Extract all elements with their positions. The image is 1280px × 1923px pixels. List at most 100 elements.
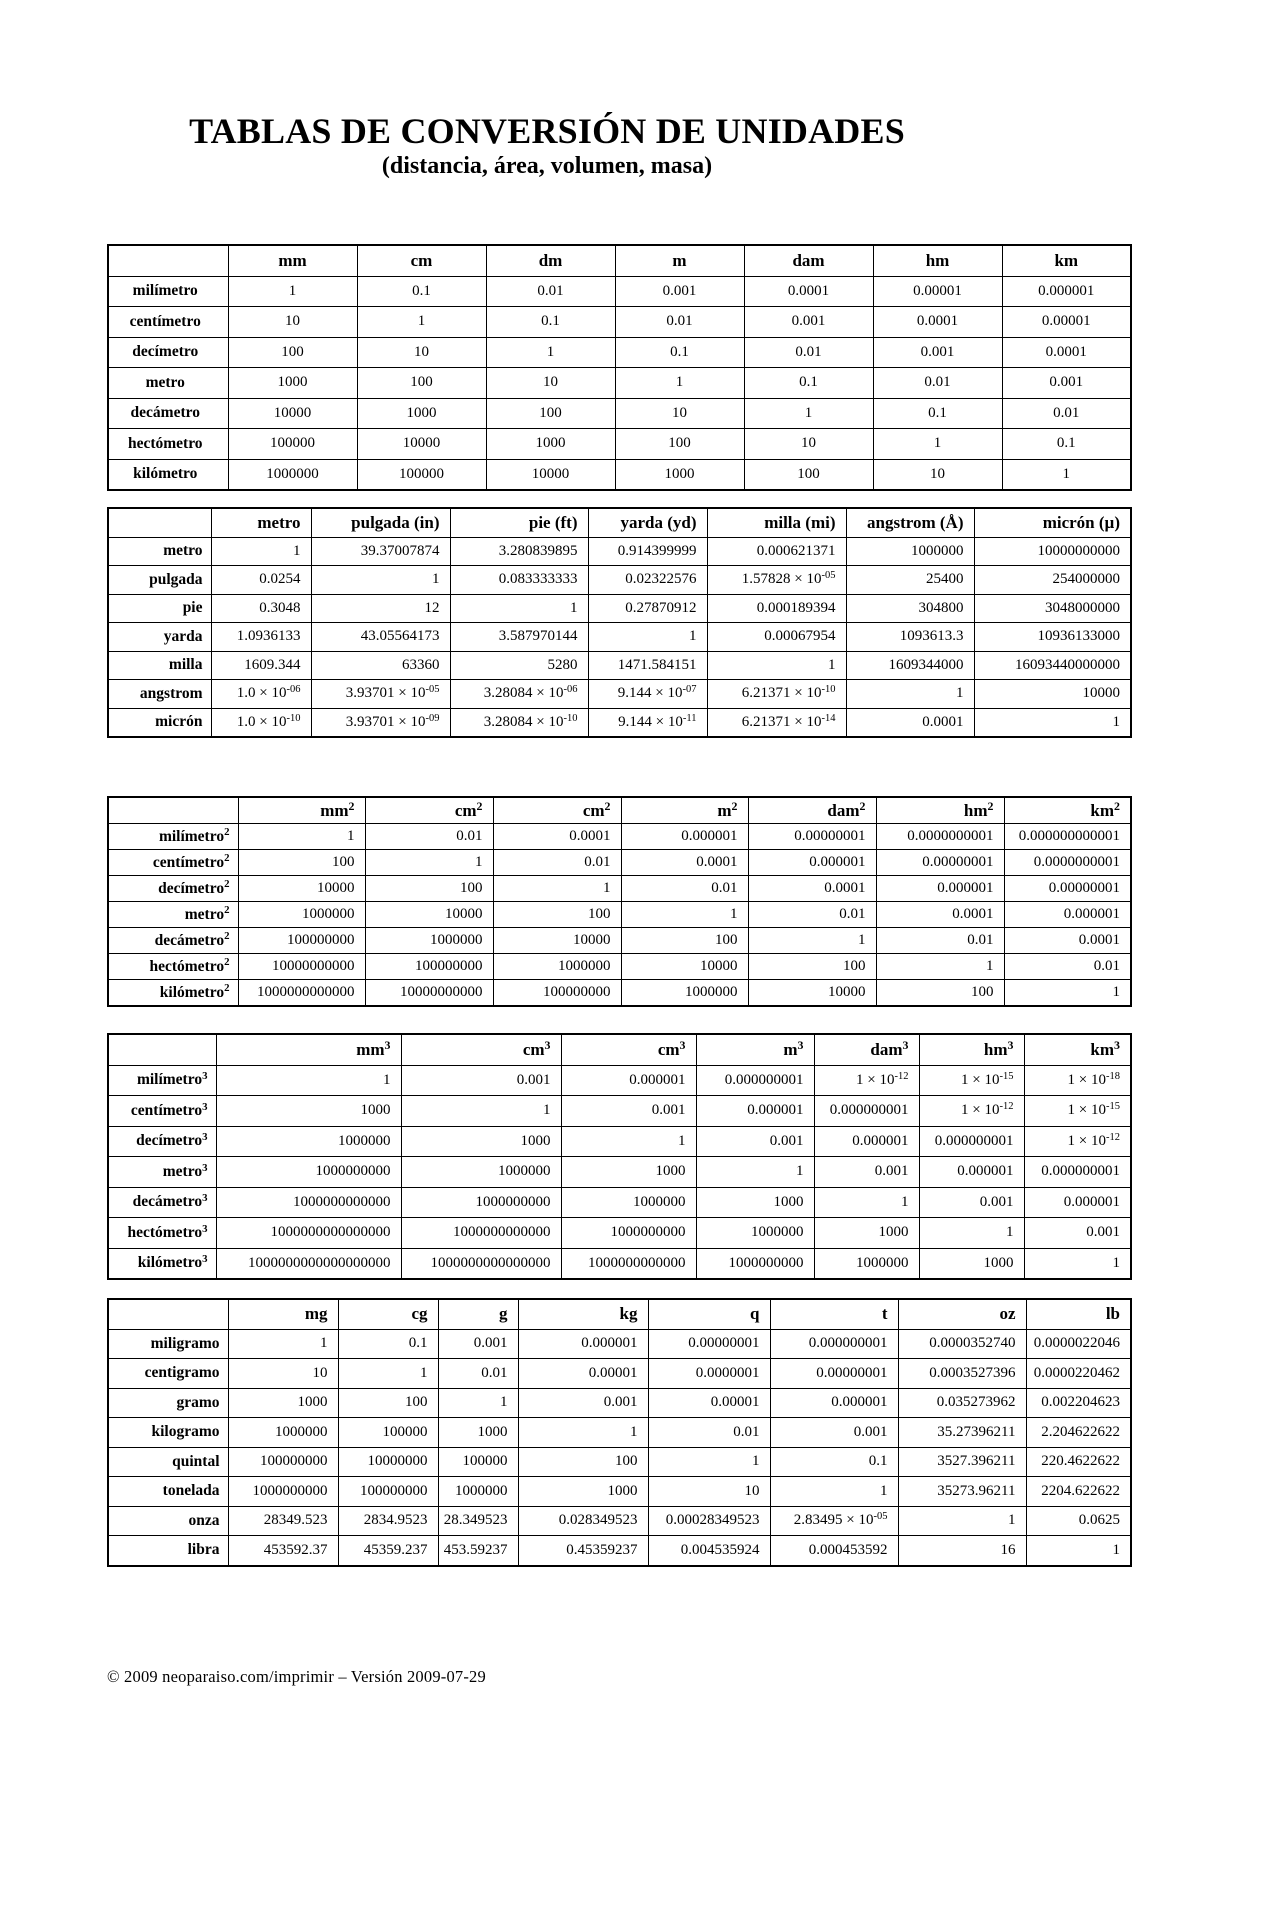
cell: 0.000000001 xyxy=(1023,1156,1132,1188)
cell: 1093613.3 xyxy=(845,622,975,652)
cell: 0.1 xyxy=(337,1328,439,1360)
cell: 0.000621371 xyxy=(706,536,847,567)
column-header: g xyxy=(437,1298,519,1330)
row-label: decámetro xyxy=(107,397,229,430)
row-label: milla xyxy=(107,650,212,681)
cell: 0.00000001 xyxy=(875,849,1005,877)
cell: 1000000000000 xyxy=(560,1247,697,1280)
cell: 0.0001 xyxy=(845,707,975,738)
cell: 1000000000 xyxy=(560,1217,697,1249)
cell: 1 xyxy=(743,397,874,430)
cell: 0.000000000001 xyxy=(1003,823,1132,851)
table-row: milla 1609.344 63360 5280 1471.584151 1 160934… xyxy=(107,650,1132,681)
cell: 10 xyxy=(743,428,874,460)
cell: 0.004535924 xyxy=(647,1535,771,1567)
table-row: milímetro3 1 0.001 0.000001 0.000000001 1 × 1… xyxy=(107,1064,1132,1097)
cell: 0.0000000001 xyxy=(875,823,1005,851)
row-label: gramo xyxy=(107,1387,229,1419)
cell: 0.001 xyxy=(1023,1217,1132,1249)
cell: 1 × 10-15 xyxy=(1023,1095,1132,1127)
cell: 0.001 xyxy=(769,1417,899,1448)
column-header: mg xyxy=(227,1298,339,1330)
cell: 0.0001 xyxy=(492,823,622,851)
cell: 1 xyxy=(237,823,366,851)
cell: 0.001 xyxy=(400,1064,562,1097)
cell: 1000000000 xyxy=(215,1156,402,1188)
corner-cell xyxy=(107,244,229,277)
cell: 0.000001 xyxy=(875,875,1005,903)
cell: 0.01 xyxy=(364,823,494,851)
cell: 1000 xyxy=(227,1387,339,1419)
row-label: onza xyxy=(107,1505,229,1537)
distancia-imperial-table: metro pulgada (in) pie (ft) yarda (yd) milla… xyxy=(107,507,1132,739)
cell: 1471.584151 xyxy=(587,650,708,681)
cell: 1 × 10-18 xyxy=(1023,1064,1132,1097)
cell: 10000 xyxy=(747,979,877,1007)
table-row: onza 28349.523 2834.9523 28.349523 0.0283495… xyxy=(107,1505,1132,1537)
column-header: hm3 xyxy=(918,1033,1025,1066)
table-row: angstrom 1.0 × 10-06 3.93701 × 10-05 3.2808… xyxy=(107,679,1132,709)
cell: 0.0000000001 xyxy=(1003,849,1132,877)
cell: 3.93701 × 10-05 xyxy=(310,679,451,709)
cell: 0.001 xyxy=(743,306,874,338)
cell: 1 × 10-12 xyxy=(918,1095,1025,1127)
header-row: mm cm dm m dam hm km xyxy=(107,244,1132,277)
cell: 0.00000001 xyxy=(747,823,877,851)
cell: 0.00000001 xyxy=(769,1358,899,1389)
cell: 1000000 xyxy=(227,458,358,491)
volumen-table: mm3 cm3 cm3 m3 dam3 hm3 km3 milímetro3 1 0.001 0.0… xyxy=(107,1033,1132,1281)
cell: 0.00067954 xyxy=(706,622,847,652)
page-subtitle: (distancia, área, volumen, masa) xyxy=(381,152,713,179)
cell: 1609344000 xyxy=(845,650,975,681)
cell: 10 xyxy=(356,336,487,369)
cell: 1 xyxy=(614,367,745,399)
table-row: decámetro 10000 1000 100 10 1 0.1 0.01 xyxy=(107,397,1132,430)
row-label: decímetro xyxy=(107,336,229,369)
cell: 0.001 xyxy=(1001,367,1132,399)
cell: 100 xyxy=(237,849,366,877)
cell: 0.01 xyxy=(743,336,874,369)
cell: 0.0001 xyxy=(872,306,1003,338)
cell: 0.27870912 xyxy=(587,593,708,624)
cell: 2204.622622 xyxy=(1025,1476,1132,1507)
table-row: metro 1000 100 10 1 0.1 0.01 0.001 xyxy=(107,367,1132,399)
cell: 0.001 xyxy=(614,275,745,308)
cell: 100 xyxy=(356,367,487,399)
row-label: kilómetro3 xyxy=(107,1247,217,1280)
cell: 0.914399999 xyxy=(587,536,708,567)
cell: 1.0 × 10-10 xyxy=(210,707,312,738)
table-row: milímetro2 1 0.01 0.0001 0.000001 0.00000001 0… xyxy=(107,823,1132,851)
cell: 1000 xyxy=(400,1125,562,1158)
cell: 1000 xyxy=(813,1217,920,1249)
masa-table: mg cg g kg q t oz lb miligramo 1 0.1 0.001 0.000001 0… xyxy=(107,1298,1132,1567)
cell: 0.01 xyxy=(492,849,622,877)
corner-cell xyxy=(107,796,239,825)
row-label: centímetro2 xyxy=(107,849,239,877)
row-label: angstrom xyxy=(107,679,212,709)
cell: 1 xyxy=(517,1417,649,1448)
cell: 6.21371 × 10-10 xyxy=(706,679,847,709)
cell: 10000 xyxy=(356,428,487,460)
cell: 100000000 xyxy=(337,1476,439,1507)
cell: 0.0003527396 xyxy=(897,1358,1027,1389)
column-header: angstrom (Å) xyxy=(845,507,975,538)
column-header: m2 xyxy=(620,796,749,825)
cell: 0.000001 xyxy=(517,1328,649,1360)
row-label: decámetro3 xyxy=(107,1186,217,1219)
cell: 1.0 × 10-06 xyxy=(210,679,312,709)
cell: 3527.396211 xyxy=(897,1446,1027,1478)
cell: 1000000 xyxy=(400,1156,562,1188)
row-label: kilogramo xyxy=(107,1417,229,1448)
column-header: micrón (µ) xyxy=(973,507,1132,538)
cell: 5280 xyxy=(449,650,589,681)
cell: 0.001 xyxy=(437,1328,519,1360)
cell: 10 xyxy=(872,458,1003,491)
cell: 100000000 xyxy=(364,953,494,981)
cell: 1 xyxy=(587,622,708,652)
header-row: mg cg g kg q t oz lb xyxy=(107,1298,1132,1330)
cell: 1 xyxy=(813,1186,920,1219)
column-header: hm xyxy=(872,244,1003,277)
column-header: dam2 xyxy=(747,796,877,825)
table-row: gramo 1000 100 1 0.001 0.00001 0.000001 0.03527… xyxy=(107,1387,1132,1419)
cell: 0.000001 xyxy=(1003,901,1132,929)
